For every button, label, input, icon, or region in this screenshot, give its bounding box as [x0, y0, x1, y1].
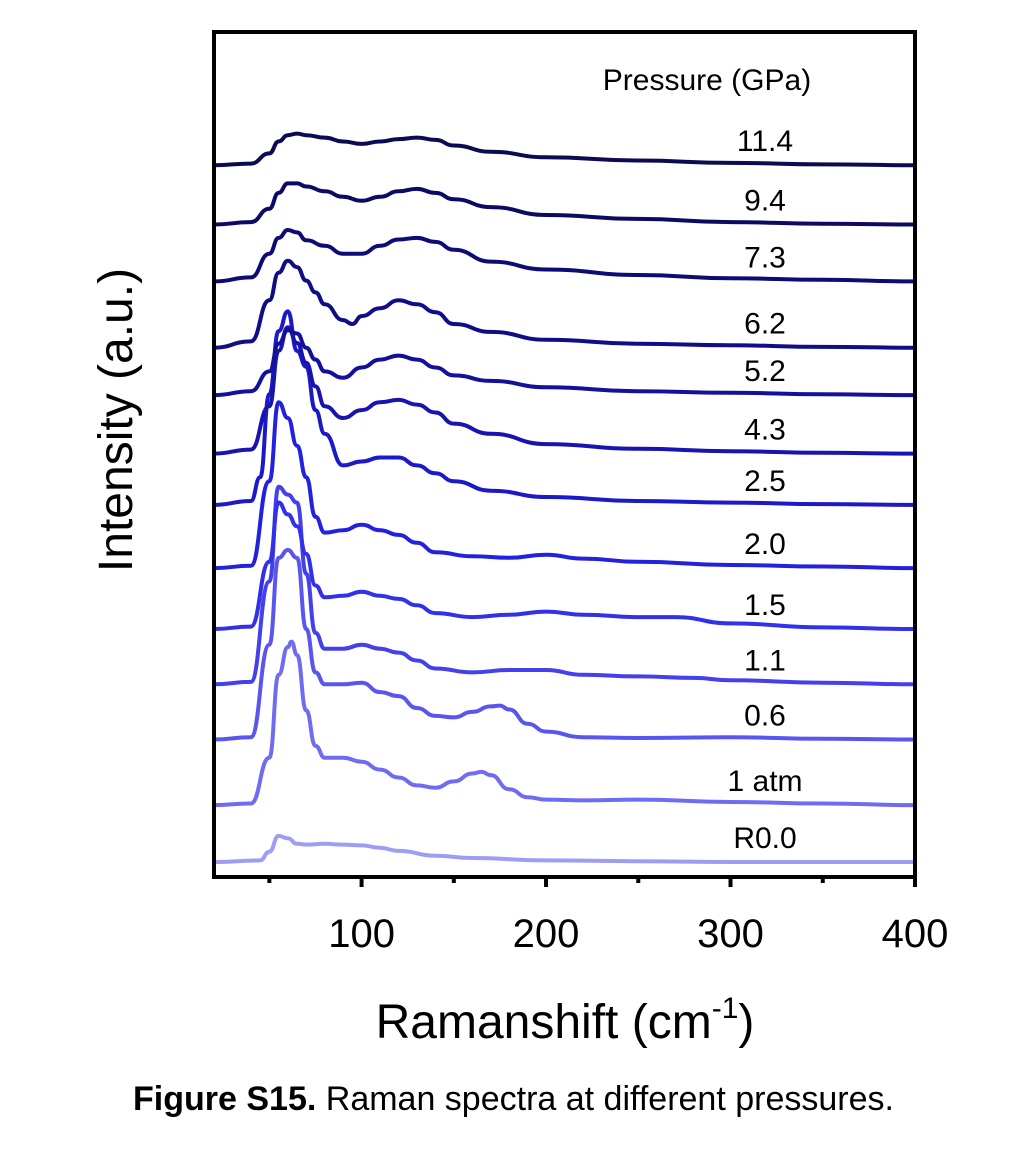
x-tick-label-0: 100	[328, 912, 395, 956]
x-tick-label-1: 200	[513, 912, 580, 956]
x-axis-title-close: )	[738, 996, 754, 1049]
figure-caption-label: Figure S15.	[133, 1080, 317, 1118]
x-tick-label-3: 400	[882, 912, 949, 956]
series-label-10: 7.3	[744, 241, 786, 274]
series-line-4	[213, 500, 916, 631]
x-axis: 100 200 300 400	[267, 877, 949, 956]
raman-chart: R0.0 1 atm 0.6 1.1 1.5 2.0 2.5 4.3 5.2 6.2 7.3 9.4 1…	[90, 30, 949, 1049]
series-label-4: 1.5	[744, 589, 786, 622]
series-line-2	[213, 548, 916, 742]
series-label-6: 2.5	[744, 465, 786, 498]
x-axis-title: Ramanshift (cm-1)	[376, 992, 755, 1049]
series-line-11	[213, 181, 916, 227]
series-label-1: 1 atm	[727, 765, 802, 798]
x-axis-title-main: Ramanshift	[376, 996, 619, 1049]
series-line-9	[213, 258, 916, 350]
series-line-3	[213, 484, 916, 687]
series-labels: R0.0 1 atm 0.6 1.1 1.5 2.0 2.5 4.3 5.2 6.2 7.3 9.4 1…	[727, 125, 802, 855]
series-label-0: R0.0	[733, 822, 796, 855]
series-line-10	[213, 228, 916, 284]
series-label-3: 1.1	[744, 644, 786, 677]
series-group	[213, 131, 916, 865]
series-line-12	[213, 131, 916, 168]
figure-caption-text: Raman spectra at different pressures.	[316, 1080, 894, 1118]
legend-title: Pressure (GPa)	[603, 64, 811, 97]
x-axis-title-open: (	[632, 996, 648, 1049]
series-label-8: 5.2	[744, 355, 786, 388]
series-line-8	[213, 328, 916, 398]
x-tick-label-2: 300	[697, 912, 764, 956]
series-line-1	[213, 639, 916, 808]
y-axis-title: Intensity (a.u.)	[90, 268, 143, 572]
x-axis-title-unit: cm	[648, 996, 712, 1049]
x-axis-title-unit-exp: -1	[712, 992, 739, 1025]
plot-frame	[212, 30, 917, 879]
series-label-7: 4.3	[744, 414, 786, 447]
figure-caption: Figure S15. Raman spectra at different p…	[0, 1080, 1027, 1119]
series-label-12: 11.4	[737, 125, 793, 158]
series-label-5: 2.0	[744, 528, 786, 561]
series-line-0	[213, 833, 915, 865]
series-label-9: 6.2	[744, 308, 786, 341]
series-label-2: 0.6	[744, 700, 786, 733]
series-line-5	[213, 400, 916, 571]
series-label-11: 9.4	[744, 185, 786, 218]
